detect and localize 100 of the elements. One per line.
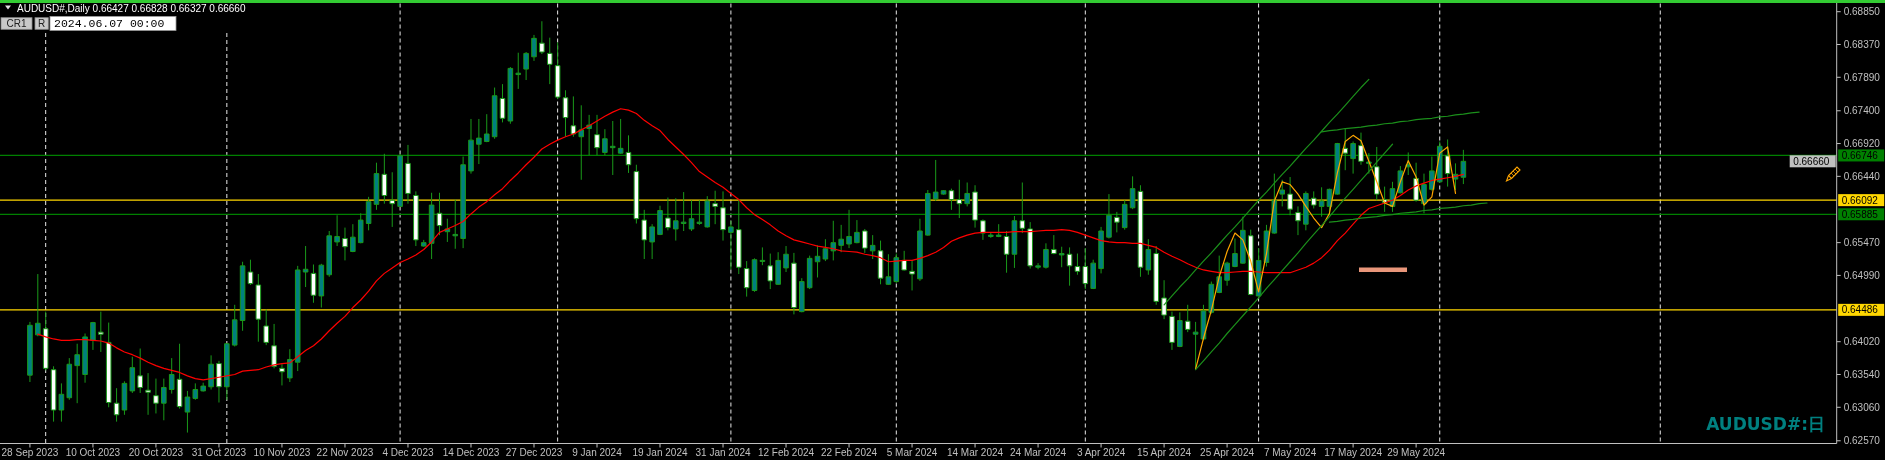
candlestick <box>570 95 577 138</box>
candlestick <box>1027 221 1033 270</box>
candlestick <box>279 363 285 386</box>
candlestick <box>783 245 789 273</box>
candlestick <box>66 357 73 401</box>
y-tick-label: 0.67400 <box>1843 105 1881 117</box>
candlestick <box>578 104 585 181</box>
candlestick <box>720 190 726 242</box>
candlestick <box>995 223 1002 238</box>
candlestick <box>1310 190 1317 209</box>
candlestick <box>775 251 781 286</box>
x-tick-label: 3 Apr 2024 <box>1076 447 1126 458</box>
candlestick <box>50 365 57 423</box>
x-tick-label: 27 Dec 2023 <box>505 447 563 458</box>
candlestick <box>822 238 829 262</box>
x-tick-label: 22 Feb 2024 <box>820 447 878 458</box>
candlestick <box>1137 184 1144 278</box>
candlestick <box>625 134 632 174</box>
candlestick <box>271 323 277 369</box>
candlestick <box>231 304 238 347</box>
candlestick <box>294 265 301 372</box>
chart-title: AUDUSD#,Daily 0.66427 0.66828 0.66327 0.66660 <box>17 3 246 15</box>
candlestick <box>42 311 49 371</box>
candlestick <box>901 250 907 272</box>
candlestick <box>476 118 482 165</box>
candlestick <box>35 273 41 337</box>
candlestick <box>751 257 758 293</box>
candlestick <box>145 372 151 416</box>
y-tick-label: 0.63060 <box>1843 401 1881 413</box>
candlestick <box>1232 238 1238 268</box>
x-tick-label: 29 May 2024 <box>1387 447 1446 458</box>
candlestick <box>838 224 844 253</box>
candlestick <box>1074 253 1081 276</box>
candlestick <box>925 189 931 237</box>
x-tick-label: 5 Mar 2024 <box>886 447 938 458</box>
candlestick <box>1090 259 1096 290</box>
x-tick-label: 19 Jan 2024 <box>632 447 688 458</box>
candlestick <box>885 253 892 286</box>
candlestick <box>263 309 269 346</box>
candlestick <box>58 382 65 423</box>
candlestick <box>1066 246 1073 287</box>
candlestick <box>326 230 332 278</box>
annotation: R <box>38 18 46 29</box>
candlestick <box>200 382 206 393</box>
text: 0.66660 <box>1793 155 1830 167</box>
candlestick <box>1460 149 1467 185</box>
candlestick <box>105 322 112 408</box>
candlestick <box>98 311 104 353</box>
x-tick-label: 14 Dec 2023 <box>442 447 500 458</box>
candlestick <box>137 348 143 394</box>
candlestick <box>27 321 33 383</box>
x-tick-label: 28 Sep 2023 <box>1 447 59 458</box>
candlestick <box>113 387 120 423</box>
candlestick <box>1184 304 1191 333</box>
candlestick <box>342 227 348 261</box>
x-tick-label: 22 Nov 2023 <box>316 447 374 458</box>
candlestick <box>373 162 380 211</box>
candlestick <box>633 164 640 224</box>
candlestick <box>523 51 529 81</box>
candlestick <box>806 255 813 290</box>
x-tick-label: 25 Apr 2024 <box>1200 447 1255 458</box>
candlestick <box>287 348 293 383</box>
candlestick <box>988 231 994 239</box>
candlestick <box>318 263 325 309</box>
line-series <box>1194 143 1394 371</box>
candlestick <box>562 89 569 138</box>
candlestick <box>153 378 159 414</box>
candlestick <box>680 191 687 232</box>
candlestick <box>665 197 671 231</box>
y-tick-label: 0.66440 <box>1843 170 1881 182</box>
candlestick <box>712 190 718 225</box>
candlestick <box>617 118 624 155</box>
candlestick <box>515 52 522 90</box>
candlestick <box>1082 247 1089 290</box>
candlestick <box>168 357 175 395</box>
candlestick <box>389 171 396 228</box>
candlestick <box>1145 238 1152 276</box>
candlestick <box>460 156 466 249</box>
candlestick <box>917 218 923 282</box>
candlestick <box>1177 311 1183 348</box>
candlestick <box>1287 176 1293 216</box>
candlestick <box>759 246 766 266</box>
candlestick <box>830 220 837 261</box>
x-tick-label: 31 Oct 2023 <box>191 447 247 458</box>
candlestick <box>791 252 797 315</box>
x-tick-label: 14 Mar 2024 <box>946 447 1004 458</box>
candlestick <box>956 179 963 219</box>
x-tick-label: 12 Feb 2024 <box>757 447 815 458</box>
ref-line-label: 0.64486 <box>1841 304 1879 316</box>
candlestick <box>1043 242 1049 270</box>
candlestick <box>909 259 915 291</box>
candlestick <box>862 228 868 254</box>
candlestick <box>1153 245 1159 306</box>
x-tick-label: 10 Oct 2023 <box>65 447 121 458</box>
candlestick <box>594 114 600 156</box>
candlestick <box>428 192 435 260</box>
candlestick <box>82 333 88 384</box>
y-tick-label: 0.64020 <box>1843 336 1881 348</box>
candlestick <box>1381 186 1388 213</box>
candlestick <box>877 240 884 285</box>
